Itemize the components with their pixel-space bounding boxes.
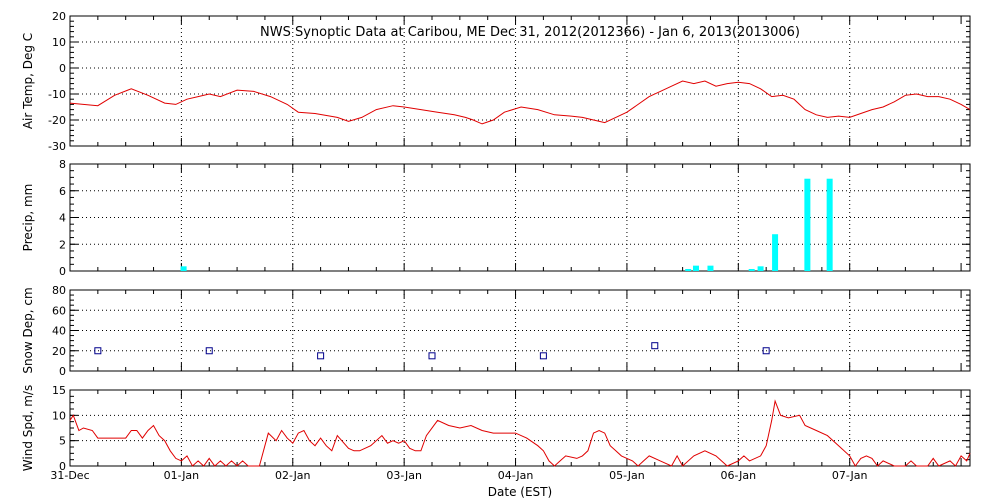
air-temp-ytick-label: 10 — [52, 36, 66, 49]
x-tick-label: 31-Dec — [50, 469, 89, 482]
snow-depth-point — [651, 342, 659, 350]
precip-bar — [748, 268, 755, 271]
air-temp-ytick-label: -30 — [48, 140, 66, 153]
precip-ytick-label: 6 — [59, 185, 66, 198]
precip-ytick-label: 2 — [59, 238, 66, 251]
snow-depth-point — [539, 352, 547, 360]
air-temp-frame — [69, 15, 971, 147]
snow-depth-point — [762, 347, 770, 355]
precip-bar — [180, 266, 187, 271]
wind-speed-series-line — [69, 399, 971, 467]
wind-speed-frame — [69, 389, 971, 467]
snow-depth-ytick-label: 0 — [59, 365, 66, 378]
air-temp-series-line — [69, 80, 971, 125]
air-temp-ytick-label: 20 — [52, 10, 66, 23]
snow-depth-ytick-label: 80 — [52, 284, 66, 297]
precip-ytick-label: 8 — [59, 158, 66, 171]
precip-bar — [804, 178, 811, 271]
air-temp-ylabel: Air Temp, Deg C — [21, 33, 35, 129]
snow-depth-panel: 80 60 40 20 0 Snow Dep, cm — [21, 284, 971, 378]
precip-ytick-label: 4 — [59, 212, 66, 225]
snow-depth-ylabel: Snow Dep, cm — [21, 287, 35, 373]
snow-depth-point — [94, 347, 102, 355]
x-tick-label: 06-Jan — [721, 469, 757, 482]
precip-ytick-label: 0 — [59, 265, 66, 278]
chart-title: NWS Synoptic Data at Caribou, ME Dec 31,… — [260, 25, 800, 40]
x-tick-label: 01-Jan — [164, 469, 200, 482]
x-tick-label: 05-Jan — [609, 469, 645, 482]
precip-bar — [692, 265, 699, 271]
air-temp-ytick-label: -20 — [48, 114, 66, 127]
snow-depth-point — [205, 347, 213, 355]
x-tick-label: 07-Jan — [832, 469, 868, 482]
air-temp-ytick-label: -10 — [48, 88, 66, 101]
precip-bar — [757, 266, 764, 271]
wind-speed-ytick-label: 5 — [59, 435, 66, 448]
air-temp-panel: 20 10 0 -10 -20 -30 Air Temp, Deg C — [21, 10, 971, 153]
x-tick-label: 02-Jan — [275, 469, 311, 482]
precip-ylabel: Precip, mm — [21, 184, 35, 252]
wind-speed-panel: 15 10 5 0 Wind Spd, m/s — [21, 384, 971, 473]
air-temp-ytick-label: 0 — [59, 62, 66, 75]
snow-depth-ytick-label: 20 — [52, 345, 66, 358]
wind-speed-ytick-label: 0 — [59, 460, 66, 473]
x-tick-label: 03-Jan — [386, 469, 422, 482]
wind-speed-ytick-label: 10 — [52, 409, 66, 422]
precip-bar — [707, 265, 714, 271]
precip-bar — [685, 268, 692, 271]
precip-panel: 8 6 4 2 0 Precip, mm — [21, 158, 971, 278]
precip-bar — [772, 234, 779, 271]
snow-depth-ytick-label: 40 — [52, 325, 66, 338]
wind-speed-ytick-label: 15 — [52, 384, 66, 397]
precip-bar — [826, 178, 833, 271]
snow-depth-point — [428, 352, 436, 360]
x-tick-label: 04-Jan — [498, 469, 534, 482]
wind-speed-ylabel: Wind Spd, m/s — [21, 385, 35, 471]
x-axis-label: Date (EST) — [488, 485, 552, 499]
snow-depth-point — [317, 352, 325, 360]
snow-depth-ytick-label: 60 — [52, 304, 66, 317]
